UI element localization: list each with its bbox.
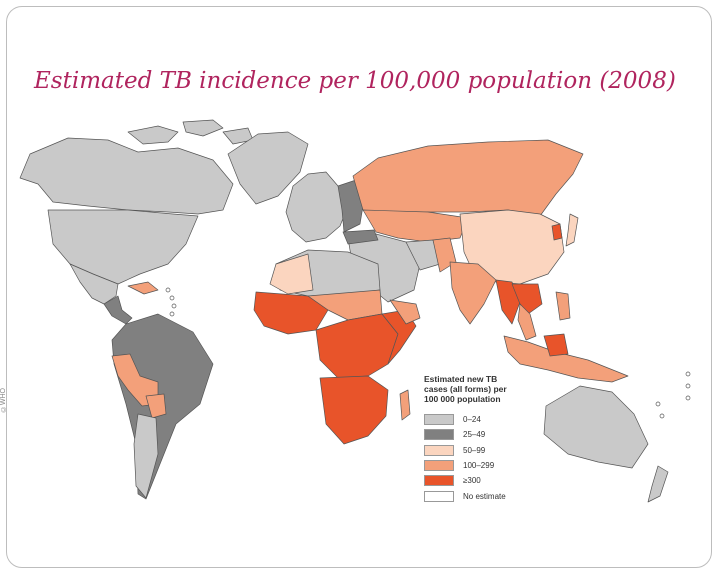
legend-item: ≥300 <box>424 473 544 488</box>
legend-swatch <box>424 429 454 441</box>
region-australia <box>543 385 649 469</box>
region-new-zealand <box>647 465 669 503</box>
region-usa <box>47 209 199 285</box>
legend-item: 50–99 <box>424 443 544 458</box>
region-madagascar <box>399 389 411 421</box>
region-turkey <box>342 229 379 245</box>
legend-item: 25–49 <box>424 427 544 442</box>
legend-label: 50–99 <box>463 445 486 455</box>
legend-label: 100–299 <box>463 461 495 471</box>
legend-label: 0–24 <box>463 415 481 425</box>
region-central-africa <box>315 313 399 379</box>
world-map <box>19 119 691 503</box>
legend-swatch <box>424 414 454 426</box>
region-horn-of-africa <box>389 299 421 325</box>
region-japan <box>565 213 579 247</box>
region-korea <box>551 223 563 241</box>
legend-label: 25–49 <box>463 430 486 440</box>
legend-swatch <box>424 444 454 456</box>
region-russia <box>352 139 584 217</box>
region-india <box>449 261 497 325</box>
region-borneo <box>543 333 569 357</box>
island-dot <box>685 371 691 377</box>
region-bangladesh-myanmar <box>495 279 521 325</box>
island-dot <box>169 295 175 301</box>
island-dot <box>169 311 175 317</box>
region-southern-africa <box>319 375 389 445</box>
island-dot <box>685 395 691 401</box>
region-western-europe <box>285 171 349 243</box>
region-greenland <box>227 131 309 205</box>
legend-title-line: cases (all forms) per <box>424 384 507 394</box>
legend-title-line: Estimated new TB <box>424 374 498 384</box>
region-caribbean <box>127 281 159 295</box>
legend-item: 100–299 <box>424 458 544 473</box>
legend-swatch <box>424 475 454 487</box>
legend-swatch <box>424 460 454 472</box>
region-southeast-asia <box>511 283 543 315</box>
legend-item: 0–24 <box>424 412 544 427</box>
island-dot <box>165 287 171 293</box>
legend-label: No estimate <box>463 491 506 501</box>
region-south-america-south <box>133 413 159 499</box>
copyright-mark: ©WHO <box>0 388 7 413</box>
legend-item: No estimate <box>424 488 544 503</box>
region-mexico <box>69 263 119 305</box>
legend-swatch <box>424 490 454 502</box>
region-central-america <box>103 295 133 325</box>
island-dot <box>655 401 661 407</box>
legend-label: ≥300 <box>463 476 481 486</box>
page-title: Estimated TB incidence per 100,000 popul… <box>34 68 676 94</box>
region-arctic-islands <box>127 119 254 145</box>
legend-title: Estimated new TB cases (all forms) per 1… <box>424 374 544 404</box>
region-paraguay <box>145 393 167 419</box>
island-dot <box>171 303 177 309</box>
region-philippines <box>555 291 571 321</box>
region-thailand-vietnam <box>517 303 537 341</box>
region-west-africa-north <box>269 253 314 295</box>
region-north-america-north <box>19 137 234 215</box>
island-dot <box>685 383 691 389</box>
map-legend: Estimated new TB cases (all forms) per 1… <box>424 374 544 504</box>
island-dot <box>659 413 665 419</box>
legend-title-line: 100 000 population <box>424 394 501 404</box>
